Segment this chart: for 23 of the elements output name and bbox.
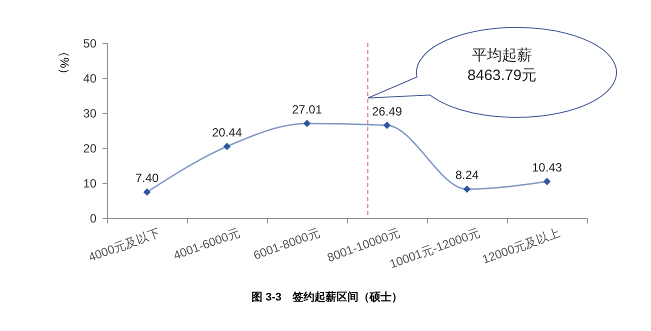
y-tick-label: 30 (83, 106, 97, 120)
point (223, 142, 231, 150)
x-tick-label: 4000元及以下 (86, 226, 162, 264)
point (463, 185, 471, 193)
text: 图 3-3 签约起薪区间（硕士） (252, 290, 402, 304)
point (303, 120, 311, 128)
x-tick-label: 12000元及以上 (480, 226, 562, 267)
y-tick-label: 40 (83, 72, 97, 86)
data-label: 8.24 (455, 168, 479, 182)
point (543, 178, 551, 186)
y-tick-label: 20 (83, 142, 97, 156)
point (383, 122, 391, 129)
data-label: 26.49 (372, 104, 402, 118)
data-label: 10.43 (532, 160, 562, 174)
data-label: 27.01 (292, 102, 322, 116)
y-tick-label: 50 (83, 36, 97, 50)
data-label: 20.44 (212, 125, 242, 140)
y-tick-label: 10 (83, 176, 97, 190)
annotation: 平均起薪 8463.79元 (467, 47, 537, 84)
y-axis-title: （%） (58, 46, 72, 80)
data-label: 7.40 (135, 171, 159, 186)
point (143, 188, 151, 196)
y-tick-label: 0 (90, 212, 97, 226)
